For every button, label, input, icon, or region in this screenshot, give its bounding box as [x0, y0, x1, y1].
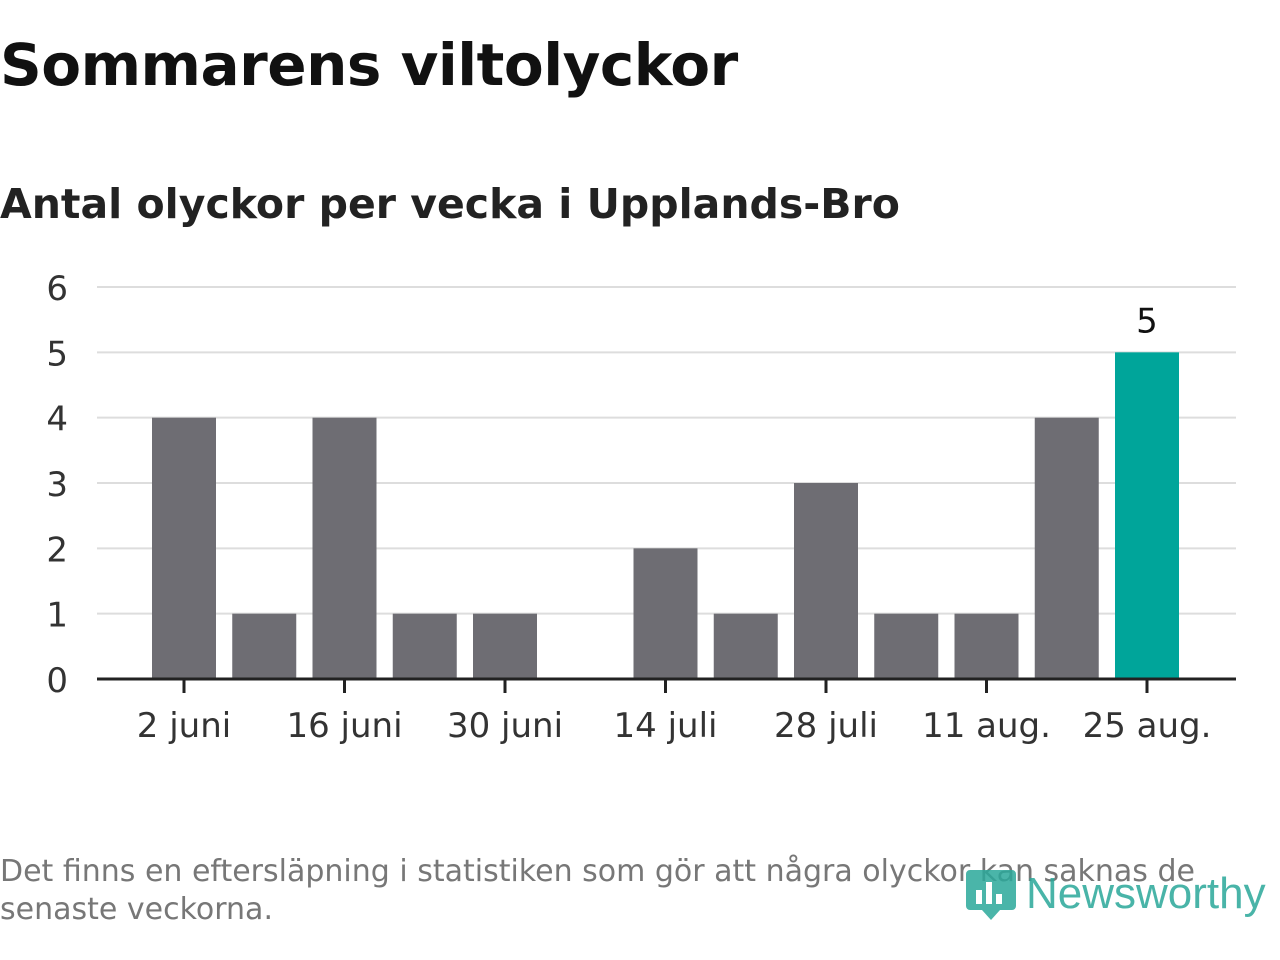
logo-text: Newsworthy	[1026, 869, 1266, 918]
x-tick-label: 11 aug.	[922, 706, 1051, 746]
x-tick-label: 2 juni	[137, 706, 231, 746]
bar	[794, 483, 858, 679]
x-tick-label: 16 juni	[286, 706, 402, 746]
bar	[152, 417, 216, 679]
x-tick-label: 14 juli	[614, 706, 718, 746]
y-tick-label: 5	[46, 334, 68, 374]
x-tick-label: 25 aug.	[1083, 706, 1212, 746]
bar	[232, 613, 297, 679]
newsworthy-logo: Newsworthy	[964, 864, 1266, 924]
y-tick-label: 6	[46, 269, 68, 309]
bar	[1034, 417, 1099, 679]
bar-chart: 0 1 2 3 4 5 6 5 2 juni 16 juni 30 juni 14 juli 28 ju…	[46, 269, 1236, 746]
chart-title: Sommarens viltolyckor	[0, 31, 738, 99]
bar	[473, 613, 537, 679]
bar	[713, 613, 778, 679]
x-tick-label: 30 juni	[447, 706, 563, 746]
y-tick-label: 4	[46, 400, 68, 440]
bar	[874, 613, 939, 679]
highlighted-bar	[1115, 352, 1179, 679]
bar	[392, 613, 457, 679]
bar	[312, 417, 377, 679]
bar	[633, 548, 698, 679]
chart-subtitle: Antal olyckor per vecka i Upplands-Bro	[0, 180, 900, 228]
x-tick-label: 28 juli	[774, 706, 878, 746]
y-tick-label: 0	[46, 661, 68, 701]
y-tick-label: 1	[46, 596, 68, 636]
data-label: 5	[1136, 301, 1158, 341]
bar	[954, 613, 1019, 679]
y-tick-label: 3	[46, 465, 68, 505]
bar-chart-pin-icon	[966, 870, 1016, 920]
y-tick-label: 2	[46, 530, 68, 570]
